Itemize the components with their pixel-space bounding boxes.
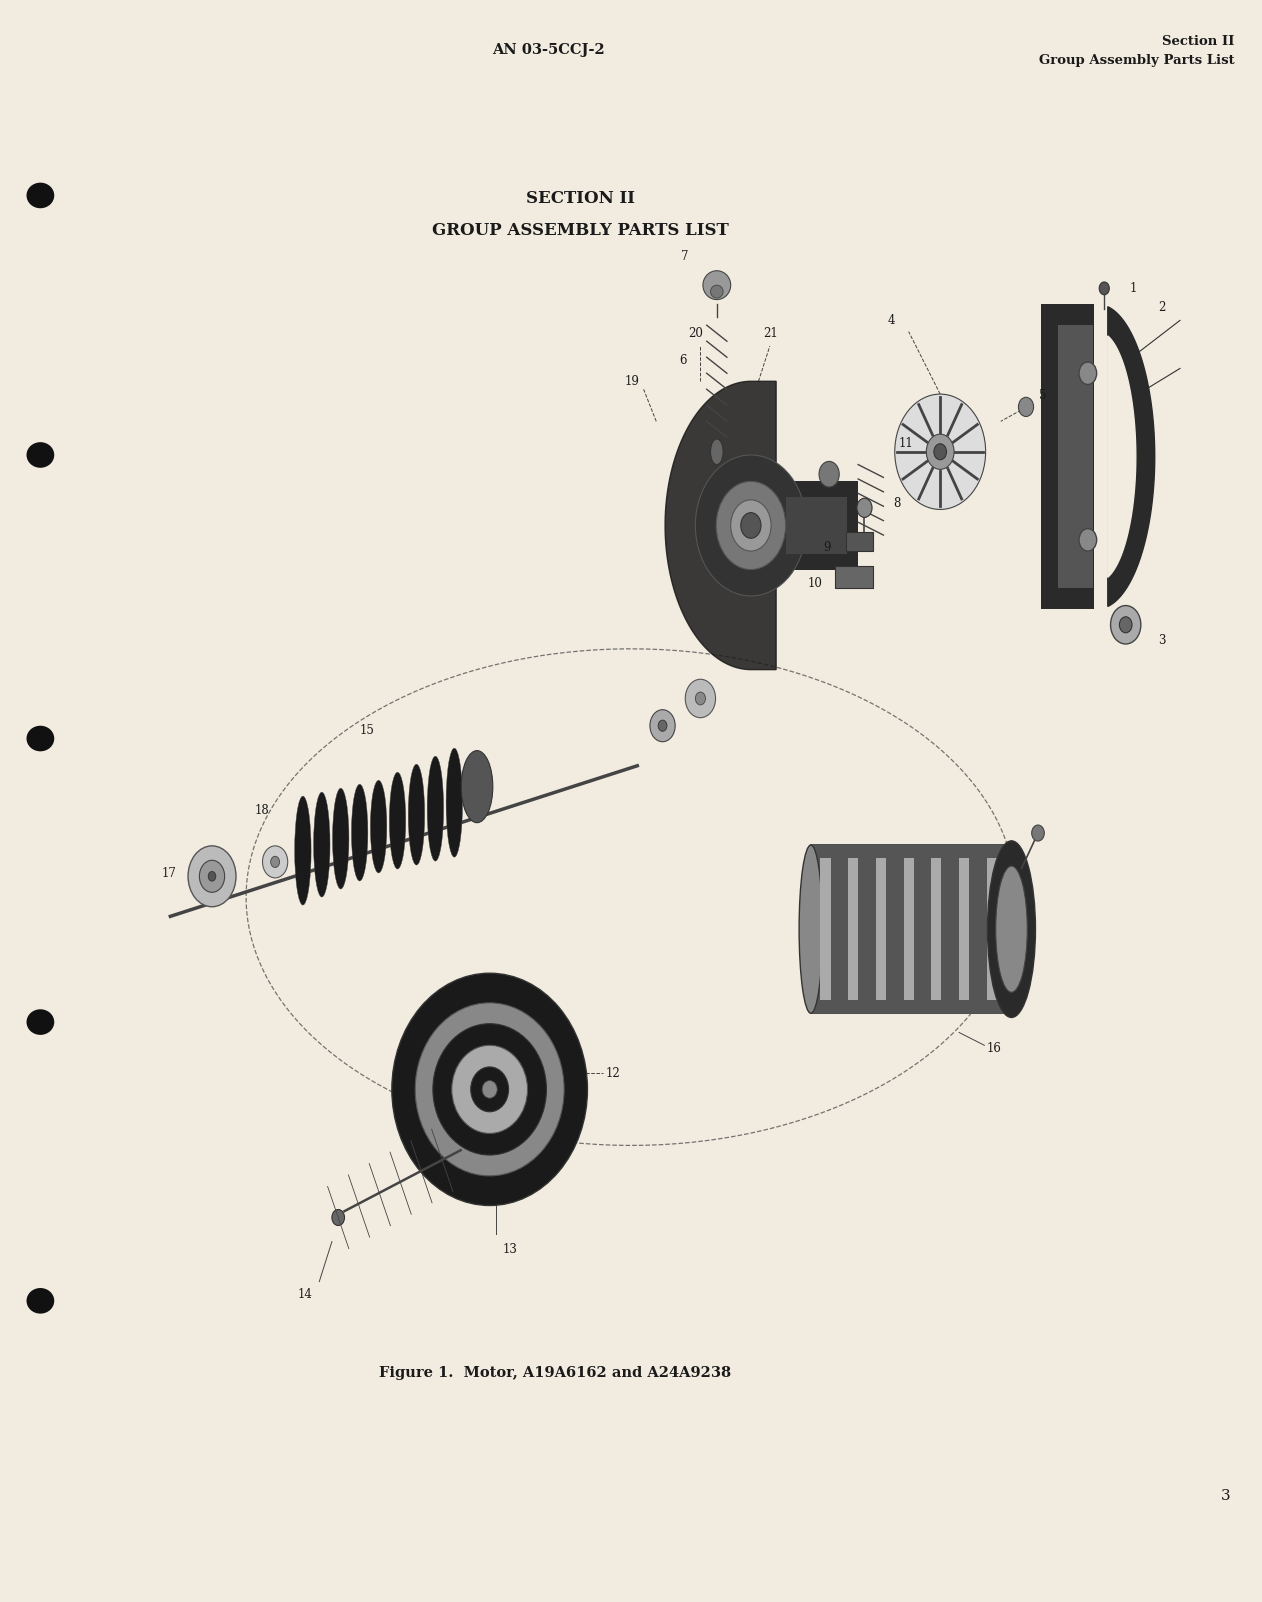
Ellipse shape bbox=[389, 772, 406, 868]
Bar bbox=[848, 857, 858, 1000]
Ellipse shape bbox=[27, 1288, 54, 1314]
Bar bbox=[810, 846, 1007, 1014]
Bar bbox=[820, 857, 830, 1000]
Bar bbox=[904, 857, 914, 1000]
Text: 16: 16 bbox=[987, 1041, 1002, 1056]
Text: 21: 21 bbox=[764, 327, 779, 340]
Ellipse shape bbox=[895, 394, 986, 509]
Ellipse shape bbox=[391, 974, 588, 1206]
Ellipse shape bbox=[996, 867, 1027, 992]
Ellipse shape bbox=[685, 679, 716, 718]
Ellipse shape bbox=[994, 844, 1018, 1014]
Ellipse shape bbox=[857, 498, 872, 517]
Ellipse shape bbox=[452, 1046, 528, 1134]
Text: Figure 1.  Motor, A19A6162 and A24A9238: Figure 1. Motor, A19A6162 and A24A9238 bbox=[379, 1367, 732, 1379]
Ellipse shape bbox=[208, 871, 216, 881]
Text: Group Assembly Parts List: Group Assembly Parts List bbox=[1039, 54, 1234, 67]
Ellipse shape bbox=[199, 860, 225, 892]
Ellipse shape bbox=[703, 271, 731, 300]
Polygon shape bbox=[665, 381, 776, 670]
Polygon shape bbox=[1108, 306, 1155, 607]
Ellipse shape bbox=[27, 726, 54, 751]
Ellipse shape bbox=[695, 692, 705, 705]
Ellipse shape bbox=[934, 444, 946, 460]
Ellipse shape bbox=[27, 442, 54, 468]
Ellipse shape bbox=[433, 1024, 546, 1155]
Ellipse shape bbox=[427, 756, 444, 862]
Ellipse shape bbox=[462, 751, 492, 823]
Text: 10: 10 bbox=[808, 577, 823, 590]
Ellipse shape bbox=[408, 764, 424, 865]
Ellipse shape bbox=[295, 796, 310, 905]
Text: AN 03-5CCJ-2: AN 03-5CCJ-2 bbox=[492, 43, 606, 58]
Ellipse shape bbox=[471, 1067, 509, 1112]
Text: SECTION II: SECTION II bbox=[526, 191, 635, 207]
Text: 12: 12 bbox=[606, 1067, 621, 1080]
Text: 14: 14 bbox=[298, 1288, 313, 1301]
Text: 6: 6 bbox=[679, 354, 687, 367]
Ellipse shape bbox=[188, 846, 236, 907]
Bar bbox=[876, 857, 886, 1000]
Ellipse shape bbox=[658, 719, 666, 731]
Bar bbox=[987, 857, 997, 1000]
Bar bbox=[959, 857, 969, 1000]
Text: 2: 2 bbox=[1159, 301, 1166, 314]
Text: GROUP ASSEMBLY PARTS LIST: GROUP ASSEMBLY PARTS LIST bbox=[432, 223, 729, 239]
Text: 19: 19 bbox=[625, 375, 640, 388]
Bar bbox=[846, 532, 873, 551]
Ellipse shape bbox=[1032, 825, 1045, 841]
Ellipse shape bbox=[1119, 617, 1132, 633]
Polygon shape bbox=[1108, 336, 1136, 577]
Ellipse shape bbox=[711, 439, 723, 465]
Ellipse shape bbox=[27, 183, 54, 208]
Text: 3: 3 bbox=[1220, 1490, 1230, 1503]
Bar bbox=[1041, 304, 1094, 609]
Bar bbox=[835, 566, 873, 588]
Text: 13: 13 bbox=[502, 1243, 517, 1256]
Ellipse shape bbox=[415, 1003, 564, 1176]
Ellipse shape bbox=[711, 285, 723, 298]
Bar bbox=[776, 481, 858, 570]
Text: 17: 17 bbox=[162, 867, 177, 879]
Ellipse shape bbox=[482, 1080, 497, 1099]
Text: 1: 1 bbox=[1129, 282, 1137, 295]
Text: Section II: Section II bbox=[1162, 35, 1234, 48]
Ellipse shape bbox=[1079, 529, 1097, 551]
Ellipse shape bbox=[987, 841, 1035, 1017]
Ellipse shape bbox=[695, 455, 806, 596]
Bar bbox=[931, 857, 941, 1000]
Ellipse shape bbox=[1079, 362, 1097, 384]
Text: 9: 9 bbox=[823, 541, 830, 554]
Ellipse shape bbox=[351, 785, 369, 881]
Ellipse shape bbox=[262, 846, 288, 878]
Ellipse shape bbox=[731, 500, 771, 551]
Text: 11: 11 bbox=[899, 437, 914, 450]
Ellipse shape bbox=[271, 855, 279, 868]
Bar bbox=[1058, 325, 1093, 588]
Text: 3: 3 bbox=[1159, 634, 1166, 647]
Ellipse shape bbox=[650, 710, 675, 742]
Ellipse shape bbox=[717, 481, 786, 569]
Ellipse shape bbox=[447, 748, 462, 857]
Ellipse shape bbox=[333, 788, 348, 889]
Ellipse shape bbox=[799, 844, 823, 1014]
Ellipse shape bbox=[371, 780, 386, 873]
Ellipse shape bbox=[1099, 282, 1109, 295]
Text: 8: 8 bbox=[893, 497, 901, 509]
Text: 7: 7 bbox=[681, 250, 689, 263]
Ellipse shape bbox=[27, 1009, 54, 1035]
Text: 20: 20 bbox=[688, 327, 703, 340]
Ellipse shape bbox=[926, 434, 954, 469]
Text: 5: 5 bbox=[1039, 389, 1046, 402]
Text: 15: 15 bbox=[360, 724, 375, 737]
Text: 4: 4 bbox=[887, 314, 895, 327]
Text: 18: 18 bbox=[255, 804, 270, 817]
Ellipse shape bbox=[741, 513, 761, 538]
Bar bbox=[786, 497, 847, 554]
Ellipse shape bbox=[819, 461, 839, 487]
Ellipse shape bbox=[313, 791, 331, 897]
Ellipse shape bbox=[1018, 397, 1034, 417]
Ellipse shape bbox=[332, 1210, 345, 1226]
Ellipse shape bbox=[1111, 606, 1141, 644]
